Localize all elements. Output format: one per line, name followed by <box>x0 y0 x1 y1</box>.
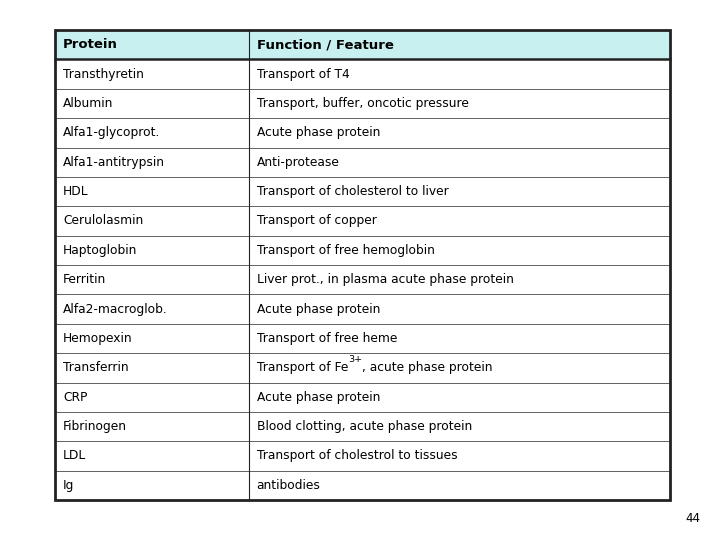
Text: CRP: CRP <box>63 390 87 404</box>
Text: Function / Feature: Function / Feature <box>257 38 394 51</box>
Text: Anti-protease: Anti-protease <box>257 156 340 168</box>
Text: Protein: Protein <box>63 38 118 51</box>
Text: Hemopexin: Hemopexin <box>63 332 132 345</box>
Text: Transport of cholestrol to tissues: Transport of cholestrol to tissues <box>257 449 457 462</box>
Text: Ig: Ig <box>63 479 74 492</box>
Text: Transport of copper: Transport of copper <box>257 214 377 227</box>
Text: Transport of free hemoglobin: Transport of free hemoglobin <box>257 244 435 257</box>
Text: Fibrinogen: Fibrinogen <box>63 420 127 433</box>
Text: Cerulolasmin: Cerulolasmin <box>63 214 143 227</box>
Text: Acute phase protein: Acute phase protein <box>257 126 380 139</box>
Text: HDL: HDL <box>63 185 89 198</box>
Text: Haptoglobin: Haptoglobin <box>63 244 138 257</box>
Text: Transthyretin: Transthyretin <box>63 68 144 80</box>
Text: Alfa1-antitrypsin: Alfa1-antitrypsin <box>63 156 165 168</box>
Text: Acute phase protein: Acute phase protein <box>257 390 380 404</box>
Text: Transport of free heme: Transport of free heme <box>257 332 397 345</box>
Text: Transferrin: Transferrin <box>63 361 129 374</box>
Text: 3+: 3+ <box>348 355 362 364</box>
Text: Acute phase protein: Acute phase protein <box>257 302 380 315</box>
Text: , acute phase protein: , acute phase protein <box>362 361 492 374</box>
Text: Transport of cholesterol to liver: Transport of cholesterol to liver <box>257 185 449 198</box>
Text: 44: 44 <box>685 512 700 525</box>
Text: Blood clotting, acute phase protein: Blood clotting, acute phase protein <box>257 420 472 433</box>
Text: Alfa2-macroglob.: Alfa2-macroglob. <box>63 302 168 315</box>
Bar <box>55 30 670 500</box>
Text: Liver prot., in plasma acute phase protein: Liver prot., in plasma acute phase prote… <box>257 273 513 286</box>
Text: antibodies: antibodies <box>257 479 320 492</box>
Text: Transport of Fe: Transport of Fe <box>257 361 348 374</box>
Bar <box>55 30 670 59</box>
Text: Albumin: Albumin <box>63 97 113 110</box>
Text: Ferritin: Ferritin <box>63 273 107 286</box>
Text: LDL: LDL <box>63 449 86 462</box>
Text: Transport, buffer, oncotic pressure: Transport, buffer, oncotic pressure <box>257 97 469 110</box>
Text: Alfa1-glycoprot.: Alfa1-glycoprot. <box>63 126 161 139</box>
Text: Transport of T4: Transport of T4 <box>257 68 349 80</box>
